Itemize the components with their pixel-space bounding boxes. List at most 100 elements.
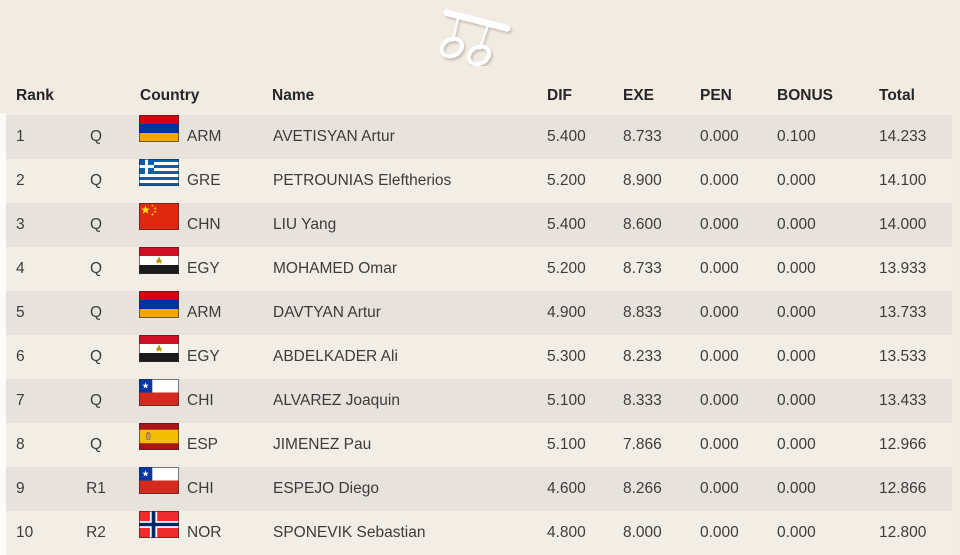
column-header-bonus: BONUS — [777, 87, 833, 104]
table-row: 4 Q EGY MOHAMED Omar 5.200 8.733 0.000 0.000 13.… — [6, 247, 952, 291]
bonus-score-cell: 0.000 — [777, 524, 816, 541]
qualification-cell: Q — [89, 436, 103, 453]
exe-score-cell: 8.733 — [623, 128, 662, 145]
rank-cell: 10 — [16, 524, 34, 541]
table-row: 2 Q GRE PETROUNIAS Eleftherios 5.200 8.900 0.0… — [6, 159, 952, 203]
column-header-pen: PEN — [700, 87, 732, 104]
total-score-cell: 13.933 — [879, 260, 927, 277]
name-cell: JIMENEZ Pau — [273, 436, 372, 453]
total-score-cell: 12.866 — [879, 480, 927, 497]
bonus-score-cell: 0.000 — [777, 304, 816, 321]
exe-score-cell: 8.000 — [623, 524, 662, 541]
dif-score-cell: 4.800 — [547, 524, 586, 541]
table-row: 3 Q CHN LIU Yang 5.400 8.600 0.000 0.000 14.000 — [6, 203, 952, 247]
dif-score-cell: 5.200 — [547, 172, 586, 189]
name-cell: AVETISYAN Artur — [273, 128, 395, 145]
flag-chi-icon — [139, 379, 179, 423]
column-header-rank: Rank — [16, 87, 54, 104]
column-header-name: Name — [272, 87, 315, 104]
total-score-cell: 12.800 — [879, 524, 927, 541]
total-score-cell: 12.966 — [879, 436, 927, 453]
exe-score-cell: 7.866 — [623, 436, 662, 453]
rings-icon — [439, 9, 511, 66]
table-row: 7 Q CHI ALVAREZ Joaquin 5.100 8.333 0.000 0.000… — [6, 379, 952, 423]
qualification-cell: Q — [89, 304, 103, 321]
table-row: 9 R1 CHI ESPEJO Diego 4.600 8.266 0.000 0.000 12… — [6, 467, 952, 511]
left-edge-strip — [0, 113, 6, 555]
qualification-cell: R2 — [86, 524, 106, 541]
bonus-score-cell: 0.000 — [777, 480, 816, 497]
bonus-score-cell: 0.100 — [777, 128, 816, 145]
rank-cell: 2 — [16, 172, 25, 189]
name-cell: ALVAREZ Joaquin — [273, 392, 400, 409]
country-code-cell: ESP — [187, 436, 219, 453]
bonus-score-cell: 0.000 — [777, 348, 816, 365]
rank-cell: 3 — [16, 216, 25, 233]
dif-score-cell: 5.400 — [547, 216, 586, 233]
bonus-score-cell: 0.000 — [777, 392, 816, 409]
qualification-cell: Q — [89, 128, 103, 145]
dif-score-cell: 5.400 — [547, 128, 586, 145]
table-row: 8 Q ESP JIMENEZ Pau 5.100 7.866 0.000 0.000 12.9… — [6, 423, 952, 467]
exe-score-cell: 8.233 — [623, 348, 662, 365]
name-cell: MOHAMED Omar — [273, 260, 397, 277]
dif-score-cell: 5.200 — [547, 260, 586, 277]
pen-score-cell: 0.000 — [700, 524, 739, 541]
pen-score-cell: 0.000 — [700, 392, 739, 409]
column-header-total: Total — [879, 87, 915, 104]
name-cell: LIU Yang — [273, 216, 337, 233]
country-code-cell: CHI — [187, 392, 214, 409]
total-score-cell: 14.000 — [879, 216, 927, 233]
exe-score-cell: 8.900 — [623, 172, 662, 189]
flag-gre-icon — [139, 159, 179, 203]
total-score-cell: 14.233 — [879, 128, 927, 145]
country-code-cell: ARM — [187, 304, 222, 321]
country-code-cell: GRE — [187, 172, 221, 189]
country-code-cell: CHN — [187, 216, 221, 233]
dif-score-cell: 4.900 — [547, 304, 586, 321]
flag-egy-icon — [139, 247, 179, 291]
exe-score-cell: 8.333 — [623, 392, 662, 409]
column-header-dif: DIF — [547, 87, 572, 104]
flag-arm-icon — [139, 115, 179, 159]
exe-score-cell: 8.266 — [623, 480, 662, 497]
rank-cell: 1 — [16, 128, 25, 145]
dif-score-cell: 5.300 — [547, 348, 586, 365]
pen-score-cell: 0.000 — [700, 128, 739, 145]
flag-nor-icon — [139, 511, 179, 555]
name-cell: ABDELKADER Ali — [273, 348, 398, 365]
column-header-exe: EXE — [623, 87, 655, 104]
total-score-cell: 13.533 — [879, 348, 927, 365]
flag-chn-icon — [139, 203, 179, 247]
pen-score-cell: 0.000 — [700, 436, 739, 453]
exe-score-cell: 8.733 — [623, 260, 662, 277]
pen-score-cell: 0.000 — [700, 304, 739, 321]
qualification-cell: Q — [89, 260, 103, 277]
name-cell: PETROUNIAS Eleftherios — [273, 172, 452, 189]
country-code-cell: EGY — [187, 260, 220, 277]
total-score-cell: 14.100 — [879, 172, 927, 189]
table-row: 10 R2 NOR SPONEVIK Sebastian 4.800 8.000 0.000… — [6, 511, 952, 555]
total-score-cell: 13.733 — [879, 304, 927, 321]
table-header-row: Rank Country Name DIF EXE PEN BONUS Tota… — [0, 77, 960, 115]
bonus-score-cell: 0.000 — [777, 216, 816, 233]
exe-score-cell: 8.600 — [623, 216, 662, 233]
results-table: 1 Q ARM AVETISYAN Artur 5.400 8.733 0.000 0.100… — [0, 113, 960, 555]
name-cell: DAVTYAN Artur — [273, 304, 381, 321]
country-code-cell: CHI — [187, 480, 214, 497]
dif-score-cell: 5.100 — [547, 436, 586, 453]
qualification-cell: Q — [89, 392, 103, 409]
name-cell: ESPEJO Diego — [273, 480, 379, 497]
rank-cell: 5 — [16, 304, 25, 321]
pen-score-cell: 0.000 — [700, 172, 739, 189]
pen-score-cell: 0.000 — [700, 348, 739, 365]
bonus-score-cell: 0.000 — [777, 436, 816, 453]
flag-esp-icon — [139, 423, 179, 467]
rank-cell: 7 — [16, 392, 25, 409]
flag-arm-icon — [139, 291, 179, 335]
bonus-score-cell: 0.000 — [777, 172, 816, 189]
pen-score-cell: 0.000 — [700, 216, 739, 233]
dif-score-cell: 4.600 — [547, 480, 586, 497]
rank-cell: 8 — [16, 436, 25, 453]
